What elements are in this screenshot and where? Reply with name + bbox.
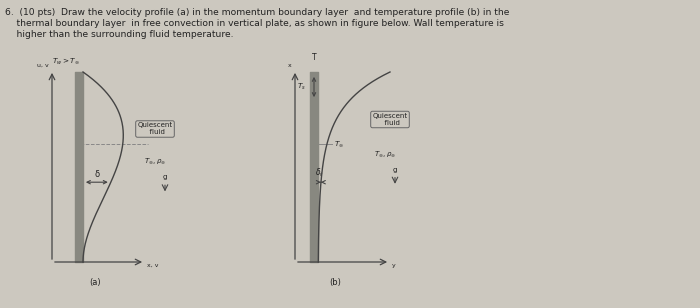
Text: $T_\infty, \rho_\infty$: $T_\infty, \rho_\infty$ xyxy=(144,156,166,166)
Text: $T_s$: $T_s$ xyxy=(297,82,306,92)
Text: thermal boundary layer  in free convection in vertical plate, as shown in figure: thermal boundary layer in free convectio… xyxy=(5,19,504,28)
Text: g: g xyxy=(162,174,167,180)
Text: $T_w>T_\infty$: $T_w>T_\infty$ xyxy=(52,57,80,67)
Text: T: T xyxy=(312,53,316,62)
Text: Quiescent
  fluid: Quiescent fluid xyxy=(137,123,173,136)
Text: u, v: u, v xyxy=(37,63,49,68)
Text: 6.  (10 pts)  Draw the velocity profile (a) in the momentum boundary layer  and : 6. (10 pts) Draw the velocity profile (a… xyxy=(5,8,510,17)
Text: y: y xyxy=(392,263,396,268)
Text: $T_\infty, \rho_\infty$: $T_\infty, \rho_\infty$ xyxy=(374,149,396,159)
Text: Quiescent
  fluid: Quiescent fluid xyxy=(372,113,407,126)
Text: $T_\infty$: $T_\infty$ xyxy=(334,140,344,149)
Text: (a): (a) xyxy=(89,278,101,287)
Text: (b): (b) xyxy=(329,278,341,287)
Text: x: x xyxy=(288,63,292,68)
Text: $\delta_t$: $\delta_t$ xyxy=(315,167,324,179)
Text: higher than the surrounding fluid temperature.: higher than the surrounding fluid temper… xyxy=(5,30,234,39)
Text: δ: δ xyxy=(94,170,99,179)
Text: x, v: x, v xyxy=(147,263,158,268)
Text: g: g xyxy=(393,167,398,173)
